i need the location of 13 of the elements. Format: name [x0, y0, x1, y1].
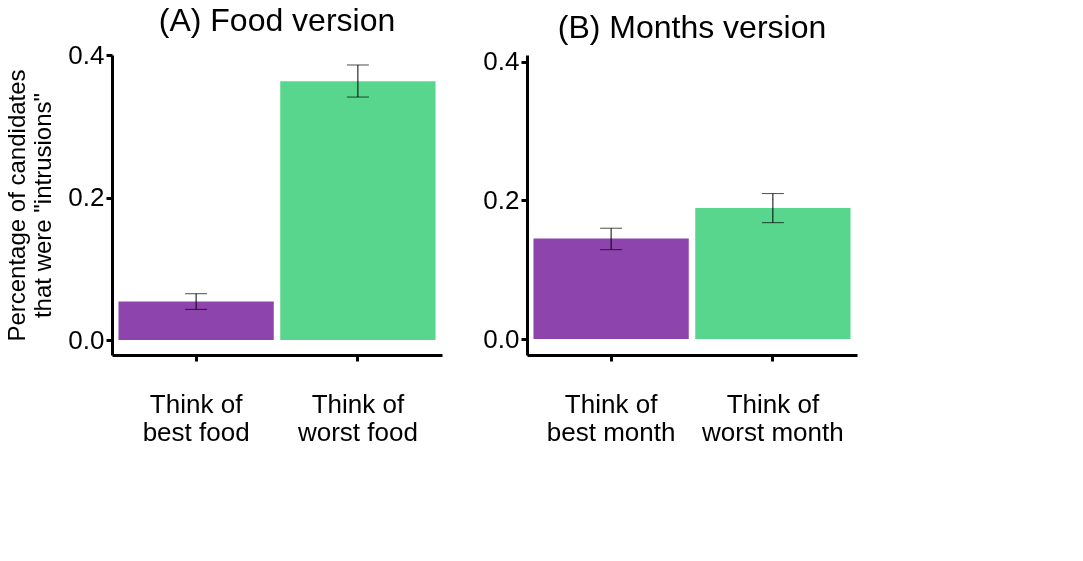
x-tick-label: Think of worst month: [701, 388, 844, 447]
y-tick-label: 0.4: [68, 39, 105, 70]
chart-title: (A) Food version: [158, 2, 396, 38]
x-tick-label: Think of best food: [142, 388, 250, 447]
chart-title: (B) Months version: [557, 8, 827, 45]
y-tick-label: 0.0: [68, 324, 105, 355]
y-axis-title: Percentage of candidates that were "intrusions": [3, 69, 57, 342]
y-tick-label: 0.4: [483, 46, 520, 77]
x-tick-label: Think of best month: [546, 388, 676, 447]
y-tick-label: 0.2: [68, 182, 105, 213]
y-tick-label: 0.0: [483, 323, 520, 354]
x-tick-label: Think of worst food: [296, 388, 418, 447]
y-tick-label: 0.2: [483, 185, 520, 215]
